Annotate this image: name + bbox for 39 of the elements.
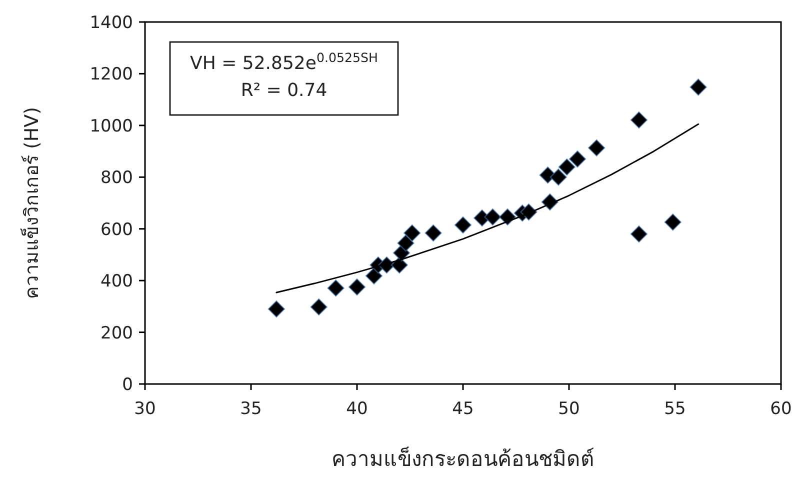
point [268, 300, 286, 318]
point [424, 224, 442, 242]
point [690, 78, 707, 96]
point [588, 139, 606, 157]
point [630, 225, 648, 243]
y-axis-title: ความแข็งวิกเกอร์ (HV) [19, 106, 43, 300]
y-tick-label: 200 [100, 323, 133, 344]
point [520, 203, 538, 221]
point [454, 216, 472, 234]
y-tick-label: 800 [100, 168, 133, 188]
y-tick-label: 600 [100, 220, 133, 240]
y-tick-label: 1400 [90, 13, 133, 33]
x-tick-label: 45 [452, 399, 474, 419]
x-tick-label: 40 [346, 399, 368, 419]
y-tick-label: 0 [122, 375, 133, 395]
point [327, 279, 344, 297]
point [484, 208, 502, 226]
point [348, 278, 366, 296]
annotation: VH = 52.852e$^{0.0525SH}$ [190, 50, 378, 74]
x-axis-title: ความแข็งกระดอนค้อนชมิดต์ [332, 445, 594, 471]
point [550, 168, 567, 186]
point [397, 234, 414, 252]
x-tick-label: 55 [664, 399, 686, 419]
point [310, 298, 328, 316]
y-tick-label: 1200 [90, 64, 133, 85]
x-tick-label: 60 [770, 399, 792, 419]
point [664, 214, 682, 231]
point [568, 150, 586, 168]
annotation: R² = 0.74 [240, 80, 328, 101]
point [404, 224, 421, 242]
point [365, 267, 383, 285]
x-tick-label: 30 [134, 399, 156, 419]
x-tick-label: 50 [558, 399, 580, 419]
y-tick-label: 400 [100, 272, 133, 292]
point [630, 111, 648, 129]
x-tick-label: 35 [240, 399, 262, 419]
equation-box: VH = 52.852e$^{0.0525SH}$ R² = 0.74 [169, 41, 399, 116]
point [558, 158, 576, 176]
y-tick-label: 1000 [90, 116, 133, 136]
